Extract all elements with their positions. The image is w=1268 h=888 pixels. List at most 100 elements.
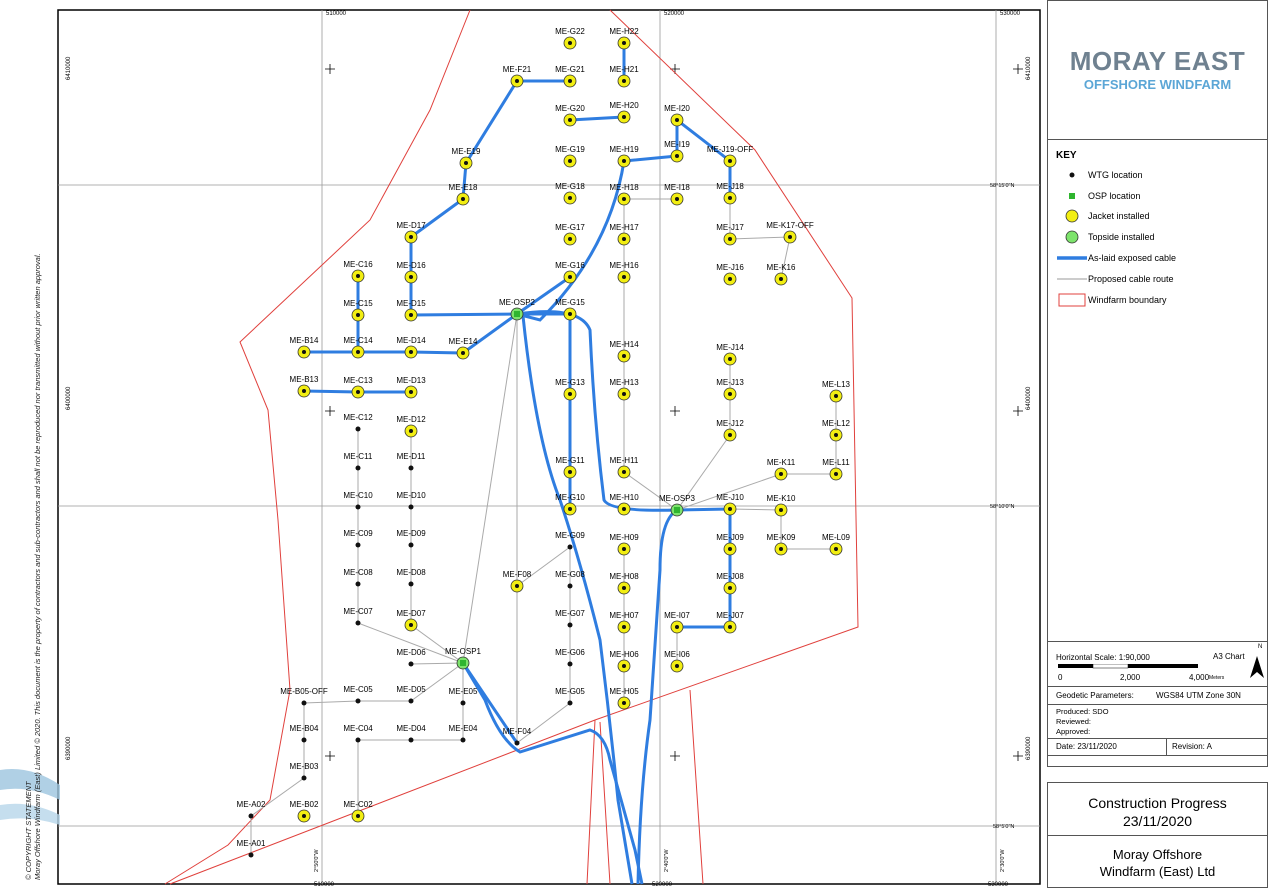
turbine-me-h10[interactable]: ME-H10: [609, 493, 639, 516]
turbine-me-h21[interactable]: ME-H21: [609, 65, 639, 88]
turbine-me-i20[interactable]: ME-I20: [664, 104, 690, 127]
turbine-me-osp2[interactable]: ME-OSP2: [499, 298, 536, 321]
turbine-me-osp3[interactable]: ME-OSP3: [659, 494, 696, 517]
turbine-me-b02[interactable]: ME-B02: [290, 800, 319, 823]
turbine-me-e18[interactable]: ME-E18: [449, 183, 478, 206]
turbine-me-c09[interactable]: ME-C09: [343, 529, 373, 548]
turbine-me-j14[interactable]: ME-J14: [716, 343, 744, 366]
turbine-me-j18[interactable]: ME-J18: [716, 182, 744, 205]
turbine-me-g17[interactable]: ME-G17: [555, 223, 585, 246]
turbine-me-c16[interactable]: ME-C16: [343, 260, 373, 283]
turbine-me-h19[interactable]: ME-H19: [609, 145, 639, 168]
turbine-me-g21[interactable]: ME-G21: [555, 65, 585, 88]
turbine-me-g18[interactable]: ME-G18: [555, 182, 585, 205]
turbine-me-h05[interactable]: ME-H05: [609, 687, 639, 710]
turbine-me-k16[interactable]: ME-K16: [767, 263, 796, 286]
turbine-me-g15[interactable]: ME-G15: [555, 298, 585, 321]
turbine-me-h16[interactable]: ME-H16: [609, 261, 639, 284]
turbine-me-d11[interactable]: ME-D11: [397, 452, 426, 471]
turbine-me-g13[interactable]: ME-G13: [555, 378, 585, 401]
turbine-me-c04[interactable]: ME-C04: [343, 724, 373, 743]
turbine-me-a02[interactable]: ME-A02: [237, 800, 266, 819]
turbine-me-i07[interactable]: ME-I07: [664, 611, 690, 634]
turbine-me-b03[interactable]: ME-B03: [290, 762, 319, 781]
turbine-me-l09[interactable]: ME-L09: [822, 533, 851, 556]
turbine-me-c12[interactable]: ME-C12: [343, 413, 373, 432]
turbine-me-b04[interactable]: ME-B04: [290, 724, 319, 743]
turbine-me-d14[interactable]: ME-D14: [396, 336, 426, 359]
turbine-me-d05[interactable]: ME-D05: [396, 685, 426, 704]
turbine-me-d16[interactable]: ME-D16: [396, 261, 426, 284]
turbine-me-d04[interactable]: ME-D04: [396, 724, 426, 743]
turbine-me-h20[interactable]: ME-H20: [609, 101, 639, 124]
turbine-me-i18[interactable]: ME-I18: [664, 183, 690, 206]
turbine-me-b13[interactable]: ME-B13: [290, 375, 319, 398]
turbine-me-c15[interactable]: ME-C15: [343, 299, 373, 322]
turbine-me-g07[interactable]: ME-G07: [555, 609, 585, 628]
turbine-me-c07[interactable]: ME-C07: [343, 607, 373, 626]
turbine-me-c11[interactable]: ME-C11: [344, 452, 373, 471]
turbine-me-d09[interactable]: ME-D09: [396, 529, 426, 548]
turbine-me-c14[interactable]: ME-C14: [343, 336, 373, 359]
turbine-me-c08[interactable]: ME-C08: [343, 568, 373, 587]
turbine-me-h14[interactable]: ME-H14: [609, 340, 639, 363]
turbine-me-d17[interactable]: ME-D17: [396, 221, 426, 244]
turbine-me-d13[interactable]: ME-D13: [396, 376, 426, 399]
turbine-me-d12[interactable]: ME-D12: [396, 415, 426, 438]
turbine-me-osp1[interactable]: ME-OSP1: [445, 647, 482, 670]
turbine-me-b14[interactable]: ME-B14: [290, 336, 319, 359]
turbine-me-d06[interactable]: ME-D06: [396, 648, 426, 667]
turbine-me-g08[interactable]: ME-G08: [555, 570, 585, 589]
turbine-me-f08[interactable]: ME-F08: [503, 570, 532, 593]
turbine-me-g19[interactable]: ME-G19: [555, 145, 585, 168]
turbine-me-e19[interactable]: ME-E19: [452, 147, 481, 170]
turbine-me-f04[interactable]: ME-F04: [503, 727, 532, 746]
turbine-me-h08[interactable]: ME-H08: [609, 572, 639, 595]
turbine-me-c10[interactable]: ME-C10: [343, 491, 373, 510]
turbine-me-h13[interactable]: ME-H13: [609, 378, 639, 401]
turbine-me-l12[interactable]: ME-L12: [822, 419, 851, 442]
turbine-me-i19[interactable]: ME-I19: [664, 140, 690, 163]
turbine-me-j19-off[interactable]: ME-J19-OFF: [707, 145, 753, 168]
turbine-me-i06[interactable]: ME-I06: [664, 650, 690, 673]
turbine-me-c02[interactable]: ME-C02: [343, 800, 373, 823]
turbine-me-j09[interactable]: ME-J09: [716, 533, 744, 556]
turbine-me-g16[interactable]: ME-G16: [555, 261, 585, 284]
turbine-me-h18[interactable]: ME-H18: [609, 183, 639, 206]
turbine-me-d07[interactable]: ME-D07: [396, 609, 426, 632]
turbine-me-d08[interactable]: ME-D08: [396, 568, 426, 587]
turbine-me-k10[interactable]: ME-K10: [767, 494, 796, 517]
turbine-me-a01[interactable]: ME-A01: [237, 839, 266, 858]
turbine-me-h07[interactable]: ME-H07: [609, 611, 639, 634]
turbine-me-j12[interactable]: ME-J12: [716, 419, 744, 442]
turbine-me-e05[interactable]: ME-E05: [449, 687, 478, 706]
turbine-me-h22[interactable]: ME-H22: [609, 27, 639, 50]
turbine-me-f21[interactable]: ME-F21: [503, 65, 532, 88]
turbine-me-g20[interactable]: ME-G20: [555, 104, 585, 127]
turbine-me-h09[interactable]: ME-H09: [609, 533, 639, 556]
turbine-me-h11[interactable]: ME-H11: [610, 456, 639, 479]
turbine-me-j08[interactable]: ME-J08: [716, 572, 744, 595]
turbine-me-j13[interactable]: ME-J13: [716, 378, 744, 401]
turbine-me-l11[interactable]: ME-L11: [822, 458, 850, 481]
turbine-me-h17[interactable]: ME-H17: [609, 223, 639, 246]
turbine-me-j10[interactable]: ME-J10: [716, 493, 744, 516]
turbine-me-j07[interactable]: ME-J07: [716, 611, 744, 634]
turbine-me-k17-off[interactable]: ME-K17-OFF: [766, 221, 814, 244]
turbine-me-j16[interactable]: ME-J16: [716, 263, 744, 286]
turbine-me-k11[interactable]: ME-K11: [767, 458, 796, 481]
turbine-me-e04[interactable]: ME-E04: [449, 724, 478, 743]
turbine-me-d15[interactable]: ME-D15: [396, 299, 426, 322]
turbine-me-g06[interactable]: ME-G06: [555, 648, 585, 667]
turbine-me-g09[interactable]: ME-G09: [555, 531, 585, 550]
turbine-me-j17[interactable]: ME-J17: [716, 223, 744, 246]
turbine-me-g11[interactable]: ME-G11: [555, 456, 585, 479]
turbine-me-g05[interactable]: ME-G05: [555, 687, 585, 706]
turbine-me-c13[interactable]: ME-C13: [343, 376, 373, 399]
turbine-me-h06[interactable]: ME-H06: [609, 650, 639, 673]
turbine-me-b05-off[interactable]: ME-B05-OFF: [280, 687, 328, 706]
turbine-me-c05[interactable]: ME-C05: [343, 685, 373, 704]
windfarm-map[interactable]: 510000 510000 520000 520000 530000 530000 6410…: [0, 0, 1045, 888]
turbine-me-e14[interactable]: ME-E14: [449, 337, 478, 360]
turbine-me-g10[interactable]: ME-G10: [555, 493, 585, 516]
